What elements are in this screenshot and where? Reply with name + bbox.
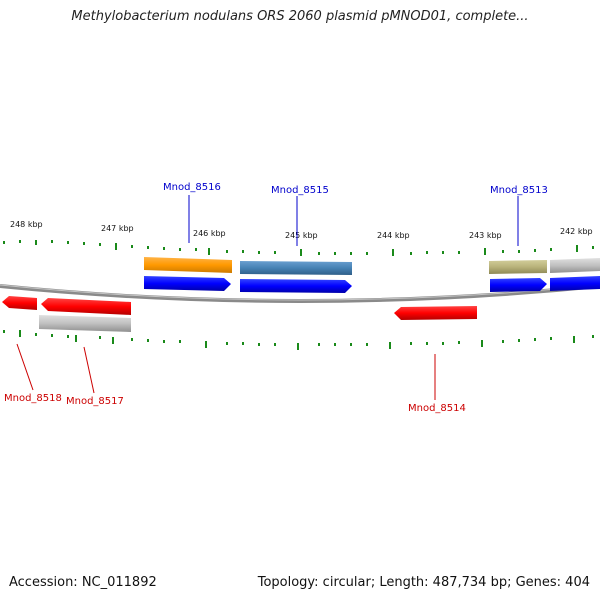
feature-khaki[interactable] [489,260,547,274]
kbp-label-246: 246 kbp [193,229,226,238]
kbp-label-245: 245 kbp [285,231,318,240]
cds-forward-mnod-8513[interactable] [490,278,547,292]
cds-reverse-mnod-8514[interactable] [394,306,477,320]
gene-label-mnod-8516[interactable]: Mnod_8516 [163,182,221,193]
gene-labels: Mnod_8516 Mnod_8515 Mnod_8513 Mnod_8518 … [4,182,548,414]
accession-text: Accession: NC_011892 [9,575,157,590]
gene-label-mnod-8515[interactable]: Mnod_8515 [271,185,329,196]
cds-forward-mnod-8515[interactable] [240,279,352,293]
kbp-labels: 248 kbp 247 kbp 246 kbp 245 kbp 244 kbp … [10,220,593,240]
outer-tick-ring [3,240,594,256]
cds-reverse-mnod-8517[interactable] [41,298,131,315]
cds-forward-mnod-8516[interactable] [144,276,231,291]
gene-label-mnod-8514[interactable]: Mnod_8514 [408,403,466,414]
kbp-label-242: 242 kbp [560,227,593,236]
leader-lines [16,195,519,400]
cds-reverse-mnod-8518[interactable] [2,296,37,310]
kbp-label-244: 244 kbp [377,231,410,240]
kbp-label-243: 243 kbp [469,231,502,240]
topology-stats-text: Topology: circular; Length: 487,734 bp; … [257,575,590,590]
plasmid-backbone-highlight [0,284,600,301]
plasmid-backbone [0,284,600,303]
inner-tick-ring [3,330,594,350]
feature-steel[interactable] [240,261,352,275]
cds-forward-right[interactable] [550,276,600,291]
map-title: Methylobacterium nodulans ORS 2060 plasm… [71,9,529,24]
gene-label-mnod-8513[interactable]: Mnod_8513 [490,185,548,196]
feature-gray-left[interactable] [39,315,131,332]
feature-orange[interactable] [144,257,232,273]
kbp-label-247: 247 kbp [101,224,134,233]
kbp-label-248: 248 kbp [10,220,43,229]
gene-label-mnod-8517[interactable]: Mnod_8517 [66,396,124,407]
gene-label-mnod-8518[interactable]: Mnod_8518 [4,393,62,404]
feature-gray-right[interactable] [550,258,600,273]
